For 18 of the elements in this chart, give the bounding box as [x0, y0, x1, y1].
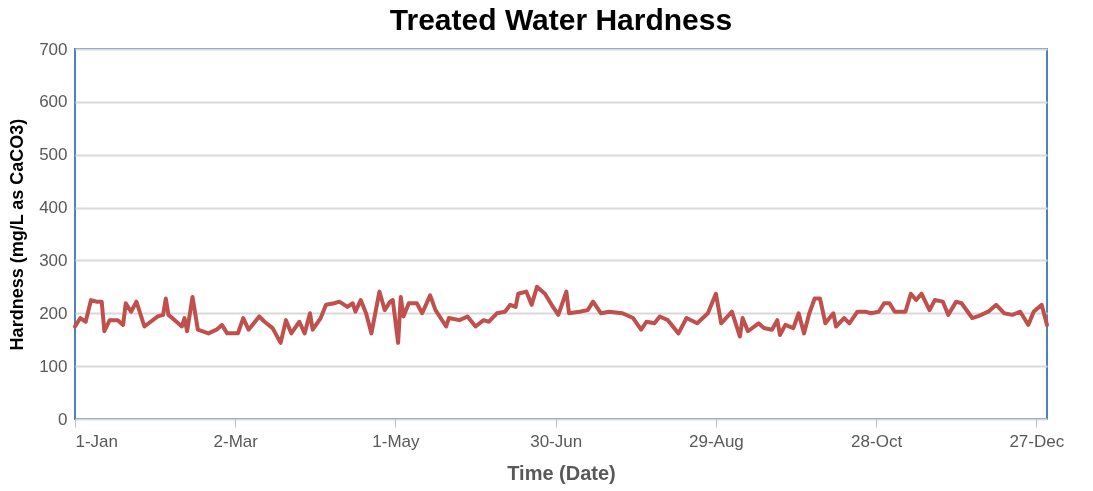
x-tick-label: 29-Aug [688, 431, 744, 451]
x-tick-label: 28-Oct [851, 431, 903, 451]
y-tick-label: 300 [39, 250, 68, 270]
y-tick-label: 200 [39, 303, 68, 323]
y-tick-label: 400 [39, 198, 68, 218]
y-tick-label: 600 [39, 92, 68, 112]
y-tick-label: 700 [39, 39, 68, 59]
y-tick-label: 500 [39, 145, 68, 165]
y-axis-title: Hardness (mg/L as CaCO3) [7, 118, 28, 351]
x-tick-label: 1-May [372, 431, 421, 451]
y-tick-label: 0 [58, 409, 68, 429]
x-tick-label: 27-Dec [1009, 431, 1065, 451]
y-tick-label: 100 [39, 356, 68, 376]
x-tick-label: 30-Jun [530, 431, 583, 451]
x-tick-label: 2-Mar [213, 431, 259, 451]
chart-title: Treated Water Hardness [389, 3, 733, 36]
x-tick-label: 1-Jan [75, 431, 119, 451]
x-axis-title: Time (Date) [507, 461, 616, 484]
